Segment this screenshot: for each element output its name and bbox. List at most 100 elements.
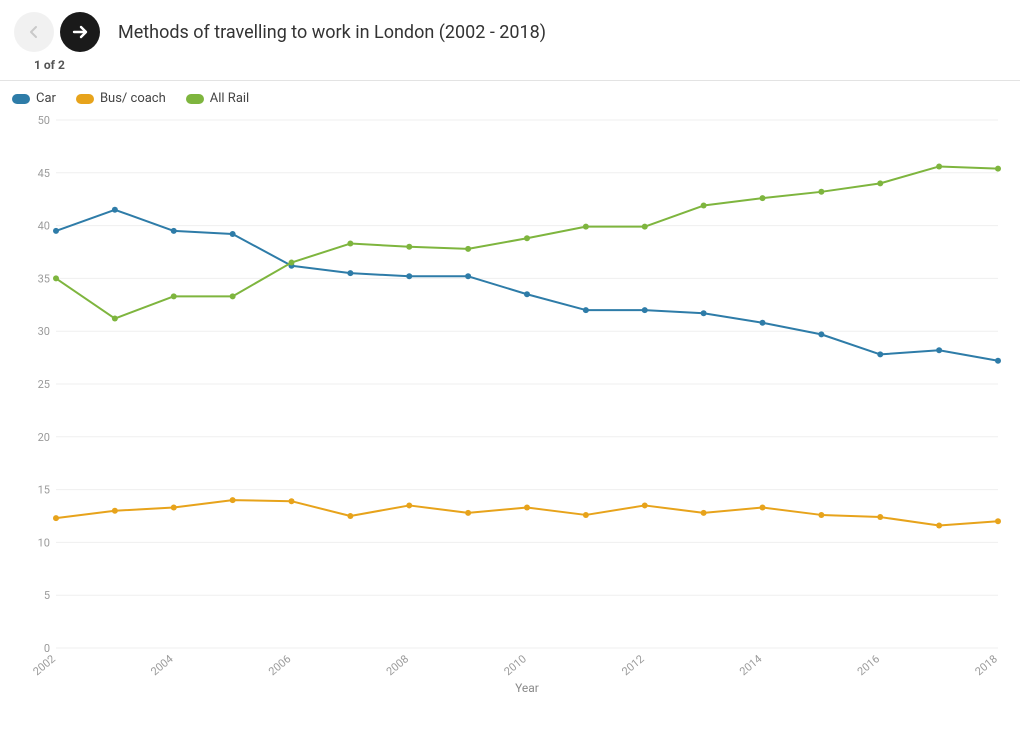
data-point[interactable]: [112, 207, 118, 213]
data-point[interactable]: [524, 505, 530, 511]
data-point[interactable]: [701, 203, 707, 209]
chart-legend: Car Bus/ coach All Rail: [0, 81, 1020, 110]
pager: 1 of 2: [34, 58, 1020, 72]
y-tick: 35: [38, 272, 50, 285]
data-point[interactable]: [995, 518, 1001, 524]
data-point[interactable]: [877, 351, 883, 357]
data-point[interactable]: [818, 331, 824, 337]
arrow-left-icon: [26, 24, 42, 40]
y-tick: 10: [38, 536, 50, 549]
svg-text:10: 10: [38, 536, 50, 549]
data-point[interactable]: [642, 307, 648, 313]
svg-text:2012: 2012: [619, 652, 646, 678]
x-tick: 2008: [384, 652, 411, 678]
data-point[interactable]: [347, 270, 353, 276]
next-button[interactable]: [60, 12, 100, 52]
svg-text:2014: 2014: [737, 652, 764, 678]
data-point[interactable]: [171, 293, 177, 299]
prev-button: [14, 12, 54, 52]
data-point[interactable]: [289, 498, 295, 504]
data-point[interactable]: [760, 195, 766, 201]
x-tick: 2014: [737, 652, 764, 678]
x-tick: 2004: [148, 652, 175, 678]
x-tick: 2012: [619, 652, 646, 678]
y-tick: 20: [38, 431, 50, 444]
data-point[interactable]: [347, 513, 353, 519]
x-tick: 2002: [31, 652, 58, 678]
svg-text:50: 50: [38, 114, 50, 127]
svg-text:2010: 2010: [502, 652, 529, 678]
legend-label: Car: [36, 91, 56, 106]
svg-text:2016: 2016: [855, 652, 882, 678]
data-point[interactable]: [347, 241, 353, 247]
data-point[interactable]: [230, 293, 236, 299]
data-point[interactable]: [583, 307, 589, 313]
data-point[interactable]: [642, 502, 648, 508]
data-point[interactable]: [701, 310, 707, 316]
y-tick: 30: [38, 325, 50, 338]
data-point[interactable]: [230, 231, 236, 237]
data-point[interactable]: [406, 244, 412, 250]
data-point[interactable]: [53, 228, 59, 234]
data-point[interactable]: [877, 180, 883, 186]
data-point[interactable]: [289, 260, 295, 266]
data-point[interactable]: [583, 224, 589, 230]
y-tick: 40: [38, 220, 50, 233]
svg-text:35: 35: [38, 272, 50, 285]
y-tick: 15: [38, 484, 50, 497]
data-point[interactable]: [465, 273, 471, 279]
data-point[interactable]: [406, 502, 412, 508]
svg-text:2002: 2002: [31, 652, 58, 678]
svg-text:30: 30: [38, 325, 50, 338]
data-point[interactable]: [818, 189, 824, 195]
arrow-right-icon: [71, 23, 89, 41]
x-tick: 2018: [973, 652, 1000, 678]
x-tick: 2006: [266, 652, 293, 678]
data-point[interactable]: [760, 320, 766, 326]
data-point[interactable]: [465, 510, 471, 516]
svg-text:25: 25: [38, 378, 50, 391]
line-chart: 0510152025303540455020022004200620082010…: [0, 110, 1020, 710]
chart-area: 0510152025303540455020022004200620082010…: [0, 110, 1020, 710]
legend-label: Bus/ coach: [100, 91, 166, 106]
data-point[interactable]: [877, 514, 883, 520]
data-point[interactable]: [936, 523, 942, 529]
data-point[interactable]: [112, 508, 118, 514]
legend-item-bus-coach[interactable]: Bus/ coach: [76, 91, 166, 106]
data-point[interactable]: [583, 512, 589, 518]
data-point[interactable]: [995, 166, 1001, 172]
pager-of: of: [44, 58, 58, 72]
svg-text:45: 45: [38, 167, 50, 180]
data-point[interactable]: [53, 515, 59, 521]
data-point[interactable]: [53, 275, 59, 281]
pager-current: 1: [34, 58, 41, 72]
data-point[interactable]: [230, 497, 236, 503]
svg-text:15: 15: [38, 484, 50, 497]
data-point[interactable]: [995, 358, 1001, 364]
data-point[interactable]: [406, 273, 412, 279]
legend-item-all-rail[interactable]: All Rail: [186, 91, 249, 106]
legend-swatch: [76, 94, 94, 104]
data-point[interactable]: [701, 510, 707, 516]
data-point[interactable]: [112, 316, 118, 322]
svg-text:5: 5: [44, 589, 50, 602]
data-point[interactable]: [524, 235, 530, 241]
svg-text:2004: 2004: [148, 652, 175, 678]
svg-text:2018: 2018: [973, 652, 1000, 678]
data-point[interactable]: [642, 224, 648, 230]
legend-swatch: [186, 94, 204, 104]
legend-item-car[interactable]: Car: [12, 91, 56, 106]
data-point[interactable]: [760, 505, 766, 511]
legend-label: All Rail: [210, 91, 249, 106]
data-point[interactable]: [171, 505, 177, 511]
data-point[interactable]: [524, 291, 530, 297]
data-point[interactable]: [818, 512, 824, 518]
data-point[interactable]: [171, 228, 177, 234]
series-line-car: [56, 210, 998, 361]
y-tick: 5: [44, 589, 50, 602]
y-tick: 45: [38, 167, 50, 180]
x-tick: 2010: [502, 652, 529, 678]
data-point[interactable]: [936, 163, 942, 169]
data-point[interactable]: [465, 246, 471, 252]
data-point[interactable]: [936, 347, 942, 353]
